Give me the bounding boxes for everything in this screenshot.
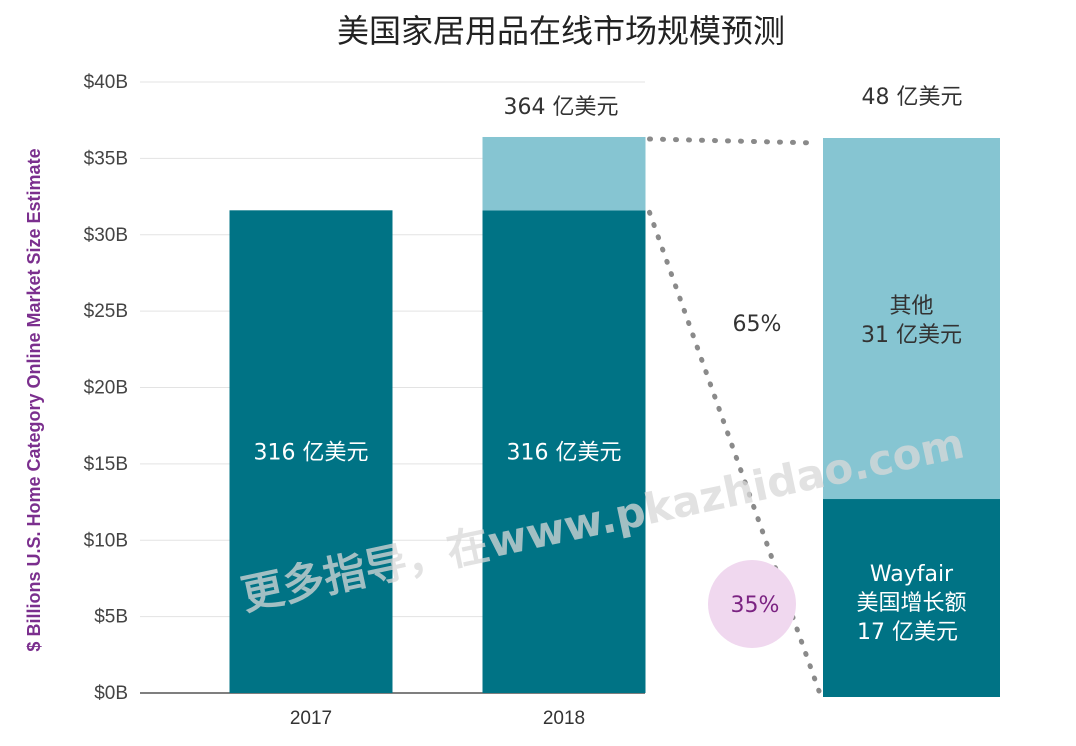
bars	[229, 136, 1000, 697]
bar-2018-base	[482, 210, 646, 693]
y-tick-label: $25B	[84, 301, 128, 322]
y-tick-label: $0B	[94, 683, 128, 704]
bar-value-label: 316 亿美元	[254, 441, 369, 466]
pct-wayfair: 35%	[731, 593, 780, 618]
x-tick-label: 2017	[290, 708, 332, 729]
y-tick-label: $35B	[84, 148, 128, 169]
connector-top	[647, 136, 820, 146]
y-axis-label: $ Billions U.S. Home Category Online Mar…	[24, 148, 44, 651]
bar-2017-base	[229, 210, 393, 693]
data-labels: 2017 316 亿美元 2018 316 亿美元 364 亿美元 48 亿美元 Wayfa…	[254, 85, 967, 729]
bar-value-label: 316 亿美元	[507, 441, 622, 466]
pct-other: 65%	[733, 312, 782, 337]
y-tick-label: $40B	[84, 72, 128, 93]
chart-title: 美国家居用品在线市场规模预测	[337, 12, 785, 50]
y-tick-label: $15B	[84, 454, 128, 475]
breakdown-bar-other	[823, 138, 1000, 500]
pct-wayfair-highlight	[708, 560, 796, 648]
bar-2018-growth	[482, 136, 646, 211]
wayfair-label-line: Wayfair	[870, 562, 954, 587]
wayfair-label-line: 美国增长额	[856, 591, 966, 616]
y-tick-labels: $0B $5B $10B $15B $20B $25B $30B $35B $40B	[84, 72, 128, 704]
breakdown-total-label: 48 亿美元	[862, 85, 963, 110]
y-tick-label: $5B	[94, 607, 128, 628]
y-tick-label: $20B	[84, 378, 128, 399]
other-label-line: 31 亿美元	[861, 323, 962, 348]
x-tick-label: 2018	[543, 708, 585, 729]
breakdown-bar-wayfair	[823, 499, 1000, 697]
other-label-line: 其他	[889, 294, 933, 319]
y-tick-label: $10B	[84, 530, 128, 551]
y-tick-label: $30B	[84, 225, 128, 246]
wayfair-label-line: 17 亿美元	[857, 620, 958, 645]
connector-lines	[647, 136, 822, 694]
total-label-2018: 364 亿美元	[504, 95, 619, 120]
